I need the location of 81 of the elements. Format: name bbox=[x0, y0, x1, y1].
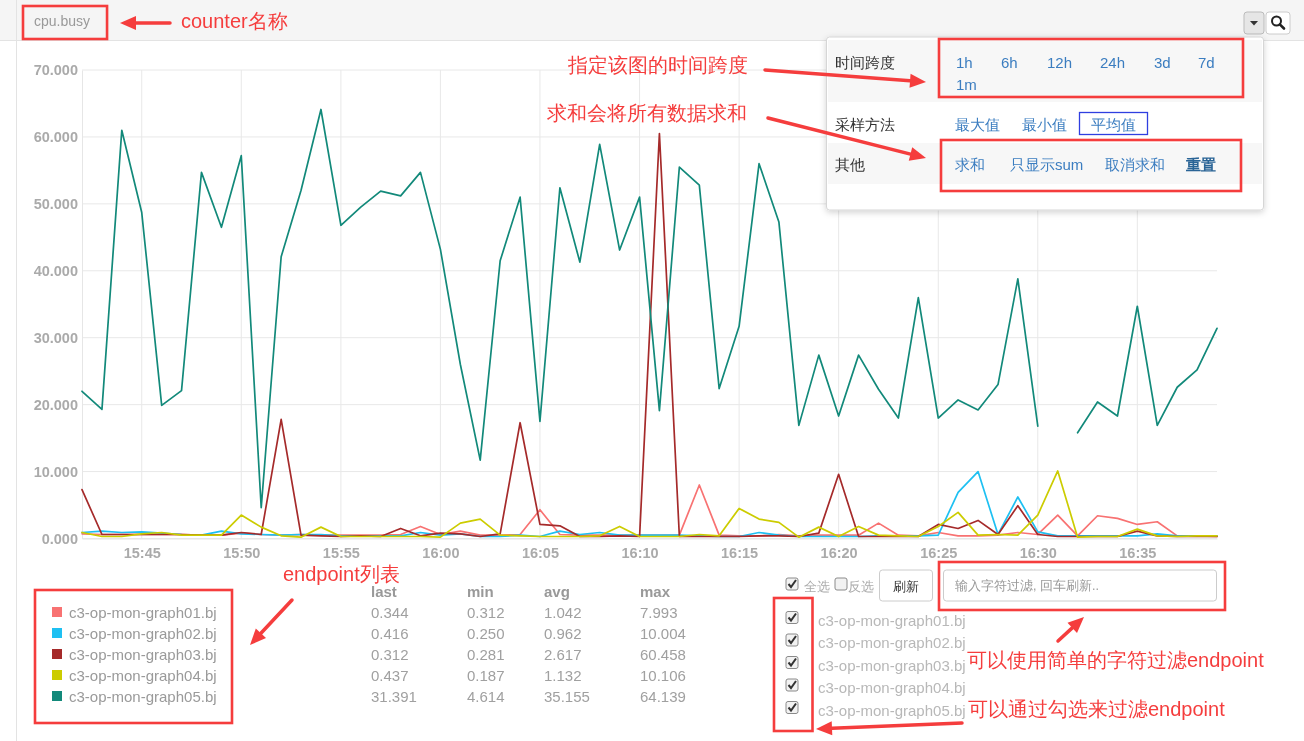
y-tick-label: 30.000 bbox=[33, 329, 78, 346]
annotation: 1m bbox=[956, 75, 977, 93]
text: 0.437 bbox=[371, 666, 409, 684]
x-tick-label: 15:55 bbox=[322, 544, 360, 561]
text: 0.312 bbox=[371, 645, 409, 663]
text: 可以通过勾选来过滤endpoint bbox=[968, 698, 1226, 720]
text: 4.614 bbox=[467, 687, 505, 705]
text: c3-op-mon-graph05.bj bbox=[818, 701, 966, 719]
text: 0.312 bbox=[467, 603, 505, 621]
text: 刷新 bbox=[893, 578, 919, 594]
text: 2.617 bbox=[544, 645, 582, 663]
text: 10.004 bbox=[640, 624, 686, 642]
x-tick-label: 16:20 bbox=[820, 544, 858, 561]
annotation: 其他 bbox=[835, 155, 865, 173]
annotation: 12h bbox=[1047, 53, 1073, 71]
y-tick-label: 0.000 bbox=[41, 530, 78, 547]
legend-label: c3-op-mon-graph01.bj bbox=[69, 603, 217, 621]
text: c3-op-mon-graph02.bj bbox=[818, 634, 966, 651]
annotation: 最大值 bbox=[955, 115, 1000, 133]
annotation: 1h bbox=[956, 53, 973, 71]
text: 1.042 bbox=[544, 603, 582, 621]
x-tick-label: 16:15 bbox=[721, 544, 759, 561]
text: 10.106 bbox=[640, 666, 686, 684]
text: 1.132 bbox=[544, 666, 582, 684]
annotation: 6h bbox=[1001, 53, 1018, 71]
text: counter名称 bbox=[181, 10, 288, 32]
x-tick-label: 16:00 bbox=[422, 544, 460, 561]
text: 反选 bbox=[848, 578, 874, 594]
text: min bbox=[467, 583, 494, 600]
text: 0.187 bbox=[467, 666, 505, 684]
annotation: 采样方法 bbox=[835, 115, 895, 133]
text: 输入字符过滤, 回车刷新.. bbox=[955, 578, 1099, 593]
annotation: 最小值 bbox=[1022, 115, 1067, 133]
text: 0.962 bbox=[544, 624, 582, 642]
x-tick-label: 16:30 bbox=[1019, 544, 1057, 561]
x-tick-label: 16:35 bbox=[1119, 544, 1157, 561]
text: 全选 bbox=[804, 578, 830, 594]
annotation: 指定该图的时间跨度 bbox=[567, 54, 748, 76]
annotation: 取消求和 bbox=[1105, 155, 1165, 173]
text: 0.281 bbox=[467, 645, 505, 663]
legend-label: c3-op-mon-graph05.bj bbox=[69, 687, 217, 705]
y-tick-label: 70.000 bbox=[33, 62, 78, 79]
annotation: 重置 bbox=[1185, 155, 1216, 173]
x-tick-label: 16:05 bbox=[521, 544, 559, 561]
text: 7.993 bbox=[640, 603, 678, 621]
text: 0.344 bbox=[371, 603, 409, 621]
text: 64.139 bbox=[640, 687, 686, 705]
text: c3-op-mon-graph03.bj bbox=[818, 656, 966, 674]
annotation: 求和 bbox=[955, 155, 985, 173]
chart-title: cpu.busy bbox=[34, 13, 91, 29]
text: last bbox=[371, 583, 397, 600]
x-tick-label: 15:45 bbox=[123, 544, 161, 561]
y-tick-label: 50.000 bbox=[33, 196, 78, 212]
text: 0.250 bbox=[467, 624, 505, 642]
text: endpoint列表 bbox=[283, 563, 400, 585]
legend-label: c3-op-mon-graph03.bj bbox=[69, 645, 217, 663]
text: c3-op-mon-graph04.bj bbox=[818, 679, 966, 696]
y-tick-label: 60.000 bbox=[33, 129, 78, 146]
annotation: 只显示sum bbox=[1010, 155, 1084, 173]
y-tick-label: 20.000 bbox=[33, 396, 78, 413]
annotation: 24h bbox=[1100, 53, 1126, 71]
text: 0.416 bbox=[371, 624, 409, 642]
text: avg bbox=[544, 583, 570, 600]
y-tick-label: 10.000 bbox=[33, 463, 78, 480]
annotation: 时间跨度 bbox=[835, 53, 895, 71]
text: 35.155 bbox=[544, 687, 590, 705]
annotation: 求和会将所有数据求和 bbox=[547, 102, 747, 124]
text: max bbox=[640, 583, 671, 600]
text: 可以使用简单的字符过滤endpoint bbox=[967, 649, 1265, 671]
text: c3-op-mon-graph01.bj bbox=[818, 611, 966, 629]
x-tick-label: 16:25 bbox=[920, 544, 958, 561]
text: 31.391 bbox=[371, 687, 417, 705]
x-tick-label: 16:10 bbox=[621, 544, 659, 561]
legend-label: c3-op-mon-graph04.bj bbox=[69, 666, 217, 684]
annotation: 7d bbox=[1198, 53, 1215, 71]
y-tick-label: 40.000 bbox=[33, 262, 78, 279]
legend-label: c3-op-mon-graph02.bj bbox=[69, 624, 217, 642]
annotation: 平均值 bbox=[1091, 115, 1136, 133]
annotation: 3d bbox=[1154, 53, 1171, 71]
x-tick-label: 15:50 bbox=[223, 544, 261, 561]
text: 60.458 bbox=[640, 645, 686, 663]
